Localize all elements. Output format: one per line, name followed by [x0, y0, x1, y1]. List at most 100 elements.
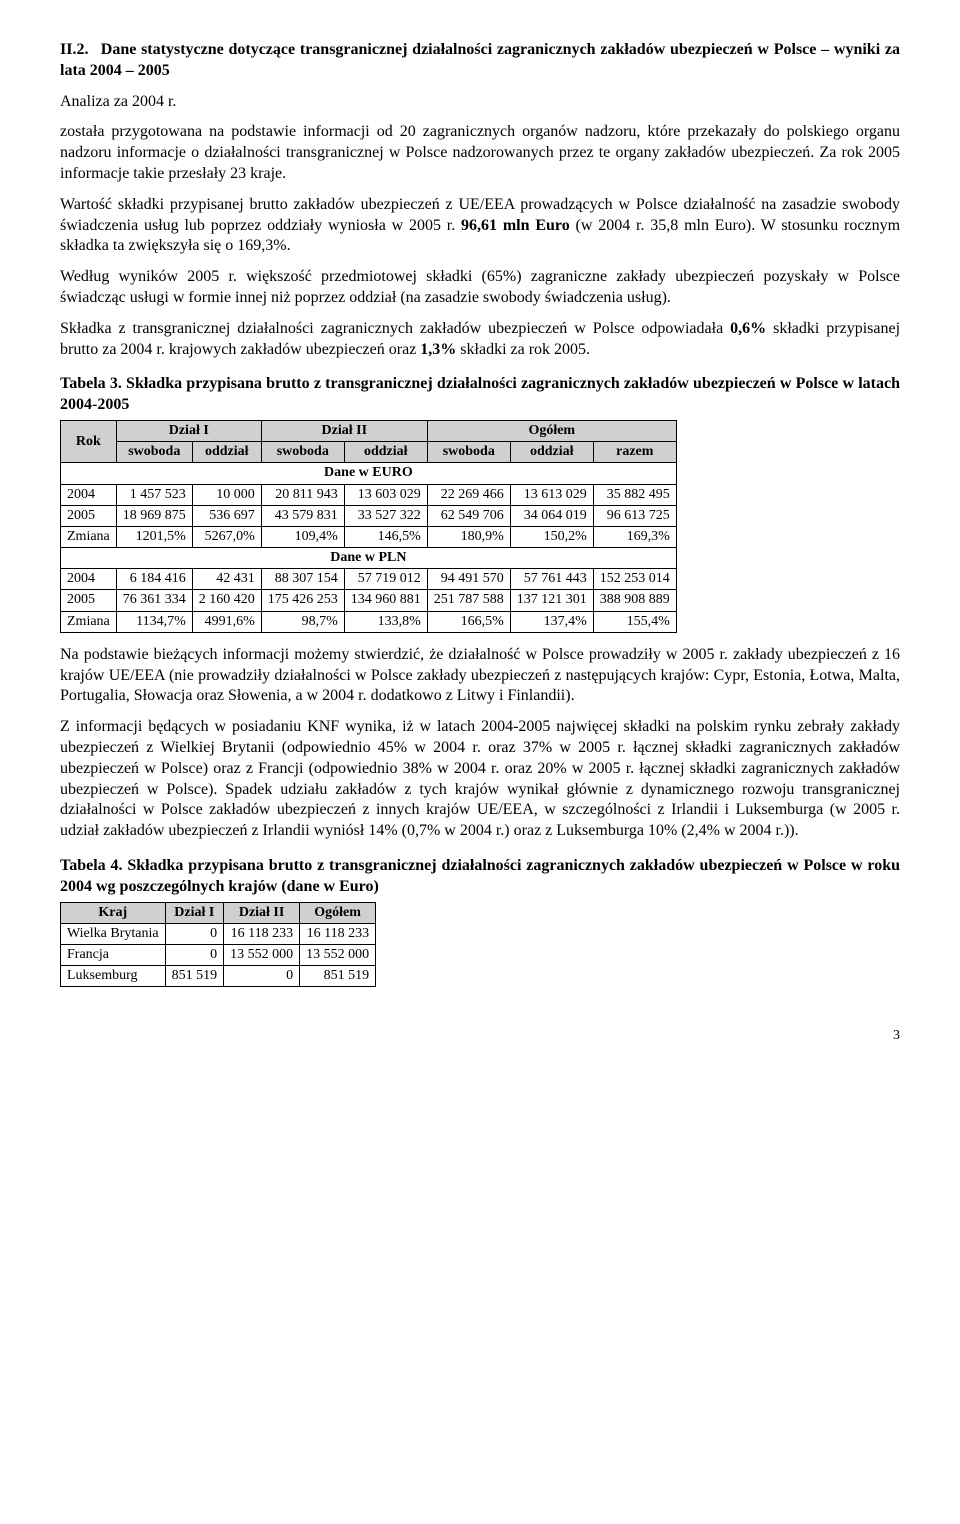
table-row: Luksemburg 851 519 0 851 519	[61, 966, 376, 987]
table-row: 2005 18 969 875 536 697 43 579 831 33 52…	[61, 505, 677, 526]
th-oddzial: oddział	[344, 442, 427, 463]
th-dzial2: Dział II	[224, 902, 300, 923]
table-row: 2005 76 361 334 2 160 420 175 426 253 13…	[61, 590, 677, 611]
cell: 96 613 725	[593, 505, 676, 526]
cell: 4991,6%	[192, 611, 261, 632]
paragraph-3: Według wyników 2005 r. większość przedmi…	[60, 267, 900, 309]
cell: 851 519	[300, 966, 376, 987]
cell: 16 118 233	[224, 923, 300, 944]
cell: 13 552 000	[300, 944, 376, 965]
cell: 134 960 881	[344, 590, 427, 611]
cell: 109,4%	[261, 526, 344, 547]
cell: 388 908 889	[593, 590, 676, 611]
cell: 175 426 253	[261, 590, 344, 611]
cell: 35 882 495	[593, 484, 676, 505]
paragraph-1: została przygotowana na podstawie inform…	[60, 122, 900, 184]
table3-header-row1: Rok Dział I Dział II Ogółem	[61, 420, 677, 441]
table4-caption-lead: Tabela 4.	[60, 857, 123, 874]
cell: 2005	[61, 590, 117, 611]
table3-caption-text: Składka przypisana brutto z transgranicz…	[60, 375, 900, 413]
cell: 6 184 416	[116, 569, 192, 590]
cell: 2004	[61, 484, 117, 505]
cell: 155,4%	[593, 611, 676, 632]
cell: 18 969 875	[116, 505, 192, 526]
analysis-subline: Analiza za 2004 r.	[60, 92, 900, 113]
th-swoboda: swoboda	[261, 442, 344, 463]
cell: 98,7%	[261, 611, 344, 632]
table4-caption: Tabela 4. Składka przypisana brutto z tr…	[60, 856, 900, 898]
paragraph-4b: 0,6%	[730, 320, 766, 337]
cell: 2 160 420	[192, 590, 261, 611]
cell: 169,3%	[593, 526, 676, 547]
table3-section-pln: Dane w PLN	[61, 548, 677, 569]
paragraph-2-bold: 96,61 mln Euro	[461, 217, 570, 234]
paragraph-4d: 1,3%	[420, 341, 456, 358]
paragraph-2: Wartość składki przypisanej brutto zakła…	[60, 195, 900, 257]
th-oddzial: oddział	[510, 442, 593, 463]
th-razem: razem	[593, 442, 676, 463]
cell: 137 121 301	[510, 590, 593, 611]
cell: 5267,0%	[192, 526, 261, 547]
th-dzial2: Dział II	[261, 420, 427, 441]
table3-caption: Tabela 3. Składka przypisana brutto z tr…	[60, 374, 900, 416]
paragraph-4: Składka z transgranicznej działalności z…	[60, 319, 900, 361]
cell: 146,5%	[344, 526, 427, 547]
cell: 536 697	[192, 505, 261, 526]
cell: 13 552 000	[224, 944, 300, 965]
cell: 133,8%	[344, 611, 427, 632]
cell: 251 787 588	[427, 590, 510, 611]
cell: 2004	[61, 569, 117, 590]
cell: Francja	[61, 944, 166, 965]
th-ogolem: Ogółem	[300, 902, 376, 923]
paragraph-5: Na podstawie bieżących informacji możemy…	[60, 645, 900, 707]
cell: 150,2%	[510, 526, 593, 547]
section-title: Dane statystyczne dotyczące transgranicz…	[60, 41, 900, 79]
cell: 42 431	[192, 569, 261, 590]
cell: 152 253 014	[593, 569, 676, 590]
cell: 33 527 322	[344, 505, 427, 526]
cell: 43 579 831	[261, 505, 344, 526]
section-euro-label: Dane w EURO	[61, 463, 677, 484]
table-row: Zmiana 1134,7% 4991,6% 98,7% 133,8% 166,…	[61, 611, 677, 632]
th-ogolem: Ogółem	[427, 420, 676, 441]
cell: 34 064 019	[510, 505, 593, 526]
cell: 76 361 334	[116, 590, 192, 611]
table-row: Francja 0 13 552 000 13 552 000	[61, 944, 376, 965]
cell: 180,9%	[427, 526, 510, 547]
section-number: II.2.	[60, 40, 96, 61]
cell: 13 613 029	[510, 484, 593, 505]
table-row: Zmiana 1201,5% 5267,0% 109,4% 146,5% 180…	[61, 526, 677, 547]
page-number: 3	[60, 1027, 900, 1045]
cell: 57 719 012	[344, 569, 427, 590]
th-kraj: Kraj	[61, 902, 166, 923]
paragraph-6: Z informacji będących w posiadaniu KNF w…	[60, 717, 900, 842]
cell: 88 307 154	[261, 569, 344, 590]
cell: 57 761 443	[510, 569, 593, 590]
cell: 1 457 523	[116, 484, 192, 505]
th-swoboda: swoboda	[427, 442, 510, 463]
table-row: Wielka Brytania 0 16 118 233 16 118 233	[61, 923, 376, 944]
table3-header-row2: swoboda oddział swoboda oddział swoboda …	[61, 442, 677, 463]
cell: 1134,7%	[116, 611, 192, 632]
cell: Zmiana	[61, 526, 117, 547]
cell: 20 811 943	[261, 484, 344, 505]
table3-section-euro: Dane w EURO	[61, 463, 677, 484]
cell: 0	[165, 923, 224, 944]
cell: 16 118 233	[300, 923, 376, 944]
cell: Wielka Brytania	[61, 923, 166, 944]
table3: Rok Dział I Dział II Ogółem swoboda oddz…	[60, 420, 677, 633]
cell: 0	[165, 944, 224, 965]
section-heading: II.2. Dane statystyczne dotyczące transg…	[60, 40, 900, 82]
table-row: 2004 6 184 416 42 431 88 307 154 57 719 …	[61, 569, 677, 590]
cell: 13 603 029	[344, 484, 427, 505]
cell: 851 519	[165, 966, 224, 987]
paragraph-4e: składki za rok 2005.	[456, 341, 590, 358]
table-row: 2004 1 457 523 10 000 20 811 943 13 603 …	[61, 484, 677, 505]
th-dzial1: Dział I	[165, 902, 224, 923]
cell: 137,4%	[510, 611, 593, 632]
cell: Luksemburg	[61, 966, 166, 987]
cell: 2005	[61, 505, 117, 526]
cell: 94 491 570	[427, 569, 510, 590]
table4: Kraj Dział I Dział II Ogółem Wielka Bryt…	[60, 902, 376, 988]
cell: 1201,5%	[116, 526, 192, 547]
